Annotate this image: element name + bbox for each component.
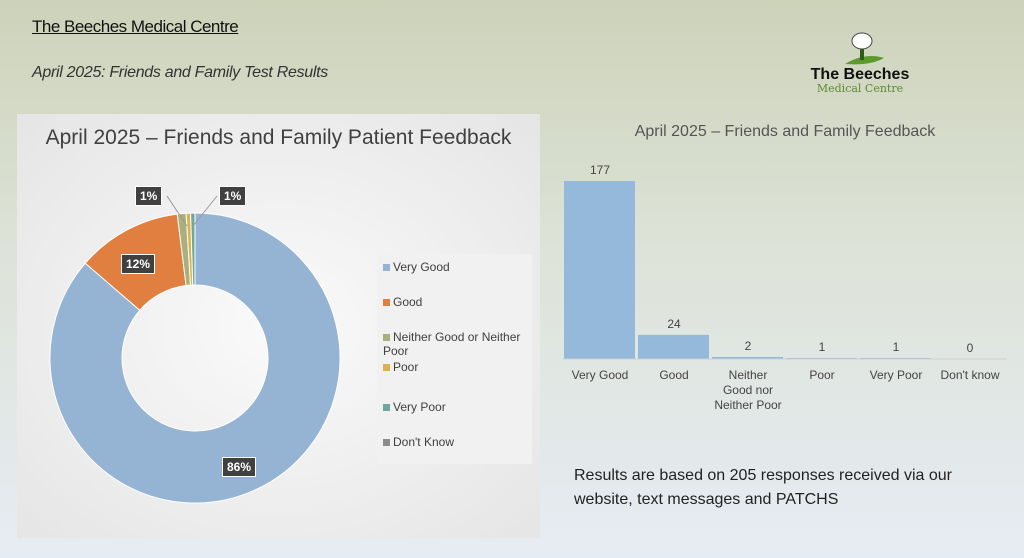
bar [638,334,709,359]
category-label: Very Good [572,368,629,382]
leader-line [192,195,218,227]
legend-item: Good [383,295,533,309]
legend-swatch [383,264,390,271]
bar [786,357,857,359]
legend-label: Don't Know [393,435,454,449]
bar-value-label: 24 [667,317,681,331]
legend-item: Very Good [383,260,533,274]
data-label: 1% [219,186,247,206]
category-label: Neither Good nor Neither Poor [714,368,781,412]
donut-chart-title: April 2025 – Friends and Family Patient … [45,126,512,149]
legend-swatch [383,404,390,411]
data-label: 86% [222,457,257,477]
legend-label: Good [393,295,423,309]
donut-slice [190,212,196,286]
category-label: Don't know [941,368,1000,382]
bar [564,181,635,359]
legend-item: Very Poor [383,400,533,414]
legend-label: Very Poor [393,400,446,414]
legend-swatch [383,439,390,446]
bar [712,356,783,359]
legend-item: Neither Good or Neither Poor [383,330,533,358]
logo: The Beeches Medical Centre [785,32,935,97]
page-subtitle: April 2025: Friends and Family Test Resu… [32,64,328,81]
bar-value-label: 1 [893,340,900,354]
legend-label: Very Good [393,260,450,274]
bar-value-label: 177 [590,163,610,177]
bar-value-label: 2 [745,339,752,353]
donut-legend: Very Good Good Neither Good or Neither Poo… [377,254,532,464]
results-note: Results are based on 205 responses recei… [574,467,952,508]
category-label: Very Poor [870,368,923,382]
bar-value-label: 1 [819,340,826,354]
legend-swatch [383,364,390,371]
leader-line [166,195,188,227]
bar [860,357,931,359]
legend-item: Poor [383,360,533,374]
legend-swatch [383,299,390,306]
legend-label: Poor [393,360,419,374]
donut-slice [49,212,341,504]
bar-chart: 177 Very Good 24 Good 2 Neither Good nor Neithe… [563,163,1007,412]
data-label: 1% [135,186,163,206]
category-label: Poor [809,368,834,382]
legend-item: Don't Know [383,435,533,449]
category-label: Good [659,368,688,382]
page-title: The Beeches Medical Centre [32,17,239,36]
bar-chart-title: April 2025 – Friends and Family Feedback [634,123,936,140]
donut-chart-panel: April 2025 – Friends and Family Patient … [17,114,540,538]
legend-swatch [383,334,390,341]
legend-label: Neither Good or Neither Poor [383,330,521,358]
tree-icon [845,32,884,65]
data-label: 12% [121,254,156,274]
bar-value-label: 0 [967,341,974,355]
